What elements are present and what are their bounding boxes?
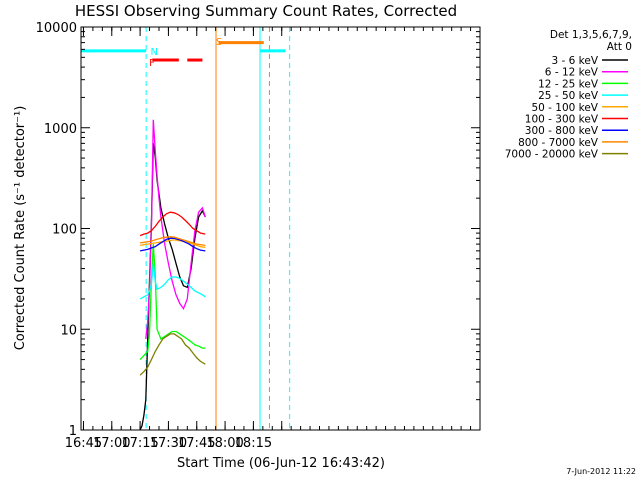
legend-label-6: 300 - 800 keV [525,125,599,137]
flag-label-0: N [150,47,157,58]
legend-label-0: 3 - 6 keV [551,55,598,67]
y-tick-label: 100 [52,223,77,238]
x-tick-label: 17:00 [93,436,130,451]
series-line-1 [145,119,206,340]
series-line-2 [139,244,206,361]
y-axis-label: Corrected Count Rate (s⁻¹ detector⁻¹) [13,106,28,351]
series-line-8 [139,333,206,376]
y-tick-label: 10000 [36,21,77,36]
axes: 1 10 100 1000 10000 16:4517:0017:1517:3017:45… [36,21,481,451]
series-line-4 [139,239,206,248]
flag-label-2: S [216,37,222,48]
legend-label-2: 12 - 25 keV [538,78,599,90]
timestamp: 7-Jun-2012 11:22 [566,467,636,476]
chart-title: HESSI Observing Summary Count Rates, Cor… [75,2,457,20]
series-line-3 [139,263,206,300]
x-tick-label: 18:00 [206,436,243,451]
y-tick-label: 1 [69,424,77,439]
legend-label-5: 100 - 300 keV [525,114,599,126]
series-line-5 [139,211,206,237]
legend-label-3: 25 - 50 keV [538,90,599,102]
legend-label-7: 800 - 7000 keV [518,137,599,149]
legend-label-4: 50 - 100 keV [531,102,598,114]
series-line-7 [139,236,206,247]
x-tick-label: 16:45 [65,436,102,451]
legend-label-8: 7000 - 20000 keV [505,149,599,161]
y-tick-label: 10 [60,323,77,338]
x-tick-label: 18:15 [235,436,272,451]
flag-label-1: F [149,58,155,69]
legend-header-0: Det 1,3,5,6,7,9, [550,29,632,41]
legend-label-1: 6 - 12 keV [545,67,599,79]
y-tick-label: 1000 [44,122,77,137]
x-tick-label: 17:45 [178,436,215,451]
plot-area: NF S [80,27,291,431]
x-tick-label: 17:30 [150,436,187,451]
legend-header-1: Att 0 [607,41,632,53]
x-tick-label: 17:15 [121,436,158,451]
plot-frame [80,26,481,431]
x-axis-label: Start Time (06-Jun-12 16:43:42) [177,456,385,471]
series-line-6 [139,237,206,252]
